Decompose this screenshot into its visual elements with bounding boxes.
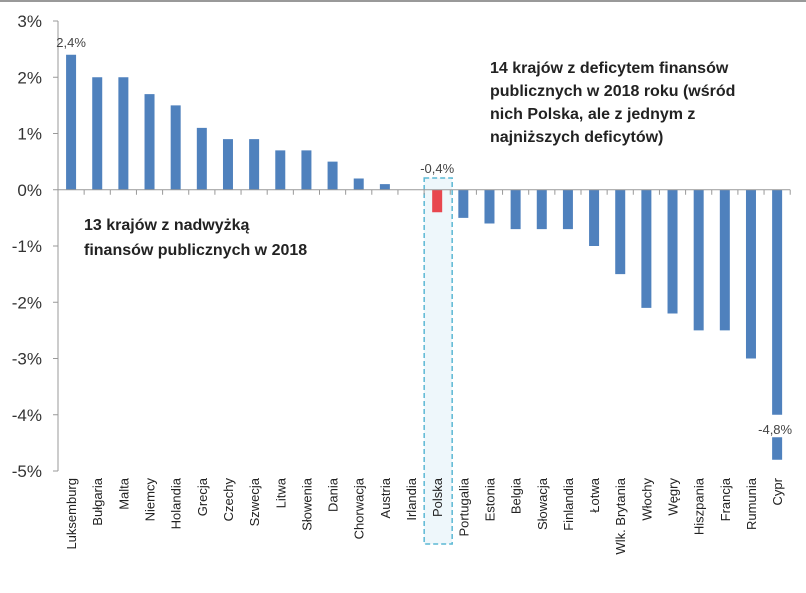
bar-Hiszpania [693,189,704,331]
annotations: 13 krajów z nadwyżką finansów publicznych… [84,60,735,259]
y-tick-label: -5% [12,462,42,481]
x-tick-label: Wlk. Brytania [613,477,628,554]
x-tick-label: Bułgaria [90,477,105,525]
bar-Rumunia [745,189,756,359]
bar-Szwecja [249,139,260,190]
bar-Malta [118,77,129,190]
x-tick-label: Grecja [195,477,210,516]
data-label: -0,4% [420,161,454,176]
bar-Estonia [484,189,495,224]
annotation-deficit-line: 14 krajów z deficytem finansów [490,60,729,77]
y-axis: 3% 2% 1% 0% -1% -2% -3% -4% -5% [12,12,59,481]
bars [66,54,783,460]
x-tick-label: Irlandia [404,477,419,520]
x-tick-label: Chorwacja [352,477,367,539]
bar-Francja [719,189,730,331]
annotation-deficit-line: nich Polska, ale z jednym z [490,106,695,123]
y-tick-label: 2% [17,68,42,87]
bar-Luksemburg [66,54,77,190]
x-tick-label: Finlandia [561,477,576,531]
y-tick-label: -3% [12,350,42,369]
bar-Cypr [772,189,783,460]
data-label: -4,8% [758,422,792,437]
highlight-box [423,177,453,545]
annotation-surplus-line: 13 krajów z nadwyżką [84,217,250,234]
bar-Holandia [170,105,181,190]
bar-Polska [432,189,443,213]
x-tick-label: Słowenia [299,477,314,531]
x-tick-label: Włochy [639,478,654,521]
bar-Włochy [641,189,652,308]
annotation-deficit-line: publicznych w 2018 roku (wśród [490,83,735,100]
y-tick-label: -1% [12,237,42,256]
annotation-deficit-line: najniższych deficytów) [490,129,663,146]
bar-Portugalia [458,189,469,218]
x-tick-label: Słowacja [535,477,550,530]
x-tick-label: Czechy [221,478,236,522]
annotation-surplus-line: finansów publicznych w 2018 [84,242,307,259]
x-tick-label: Szwecja [247,477,262,526]
x-tick-label: Estonia [482,477,497,521]
x-tick-label: Belgia [509,477,524,514]
x-tick-label: Niemcy [143,478,158,522]
x-tick-label: Łotwa [587,477,602,512]
bar-Wlk. Brytania [615,189,626,275]
y-tick-label: 1% [17,125,42,144]
x-tick-label: Austria [378,477,393,518]
x-tick-label: Malta [116,477,131,510]
x-axis: Luksemburg Bułgaria Malta Niemcy Holandia Gre… [57,189,791,555]
bar-Finlandia [562,189,573,230]
x-tick-label: Portugalia [456,477,471,536]
x-tick-label: Hiszpania [692,477,707,535]
bar-Austria [379,184,390,190]
x-tick-label: Litwa [273,477,288,508]
y-tick-label: 0% [17,181,42,200]
bar-Węgry [667,189,678,314]
x-tick-label: Holandia [169,477,184,529]
x-tick-label: Dania [326,477,341,512]
bar-Dania [327,161,338,190]
bar-Grecja [196,127,207,190]
y-tick-label: -4% [12,406,42,425]
bar-Łotwa [589,189,600,246]
bar-Belgia [510,189,521,230]
bar-Słowacja [536,189,547,230]
y-tick-label: 3% [17,12,42,31]
x-tick-label: Francja [718,477,733,521]
x-tick-label: Polska [430,477,445,517]
data-label-background [751,414,804,438]
x-tick-label: Luksemburg [64,478,79,550]
highlight-box-rect [423,177,453,545]
bar-Niemcy [144,94,155,190]
x-tick-label: Rumunia [744,477,759,530]
x-tick-label: Cypr [770,477,785,505]
data-label: 2,4% [56,35,86,50]
bar-Czechy [222,139,233,190]
y-tick-label: -2% [12,293,42,312]
bar-Bułgaria [92,77,103,190]
bar-Litwa [275,150,286,190]
bar-Chorwacja [353,178,364,190]
data-labels: 2,4% -0,4% -4,8% [56,35,804,438]
x-tick-label: Węgry [666,478,681,516]
bar-Słowenia [301,150,312,190]
